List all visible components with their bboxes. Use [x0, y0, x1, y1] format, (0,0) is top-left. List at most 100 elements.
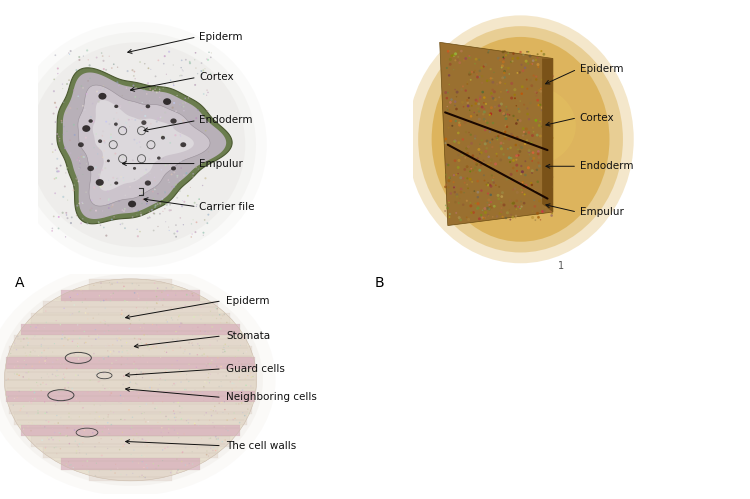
- Point: [96, 177, 108, 185]
- Point: [114, 446, 126, 454]
- Point: [71, 290, 83, 298]
- Point: [523, 129, 535, 137]
- Point: [51, 372, 63, 380]
- Point: [190, 228, 202, 236]
- Point: [212, 354, 224, 362]
- Point: [235, 341, 247, 349]
- Point: [486, 143, 498, 151]
- Point: [138, 464, 150, 472]
- Point: [163, 223, 175, 231]
- Point: [164, 140, 176, 148]
- Point: [166, 382, 178, 390]
- Point: [457, 174, 469, 182]
- Point: [128, 289, 140, 297]
- Point: [198, 411, 210, 419]
- Point: [545, 67, 557, 75]
- Point: [95, 452, 107, 460]
- Point: [162, 176, 174, 184]
- Point: [201, 55, 213, 63]
- Point: [484, 110, 496, 118]
- Point: [116, 92, 128, 100]
- Point: [217, 342, 229, 350]
- Point: [62, 387, 74, 395]
- Bar: [89, 279, 172, 290]
- Point: [483, 153, 495, 161]
- Point: [542, 92, 554, 100]
- Point: [537, 91, 549, 99]
- Point: [478, 99, 490, 107]
- Point: [196, 389, 208, 397]
- Point: [154, 375, 166, 383]
- Point: [155, 429, 167, 437]
- Point: [457, 82, 469, 90]
- Point: [215, 382, 227, 390]
- Point: [515, 61, 527, 69]
- Point: [207, 407, 219, 415]
- Point: [77, 439, 89, 447]
- Point: [118, 205, 130, 213]
- Point: [157, 446, 169, 454]
- Point: [54, 430, 66, 438]
- Point: [76, 153, 88, 161]
- Point: [116, 428, 128, 436]
- Point: [450, 171, 462, 179]
- Point: [176, 458, 188, 466]
- Point: [481, 144, 493, 152]
- Point: [184, 116, 196, 124]
- Point: [202, 452, 214, 460]
- Point: [443, 47, 455, 55]
- Point: [100, 295, 112, 303]
- Point: [102, 413, 114, 421]
- Point: [39, 446, 51, 454]
- Point: [481, 181, 493, 189]
- Point: [86, 205, 98, 213]
- Point: [58, 422, 70, 430]
- Point: [245, 355, 257, 363]
- Point: [476, 149, 488, 157]
- Point: [460, 87, 472, 95]
- Point: [52, 69, 64, 77]
- Point: [103, 425, 115, 433]
- Point: [48, 213, 60, 221]
- Point: [58, 304, 70, 312]
- Point: [14, 406, 26, 414]
- Point: [159, 81, 171, 89]
- Point: [125, 351, 137, 359]
- Point: [183, 141, 195, 149]
- Point: [448, 184, 460, 192]
- Point: [215, 362, 227, 370]
- Point: [49, 398, 61, 406]
- Point: [74, 440, 86, 448]
- Point: [205, 406, 217, 414]
- Point: [483, 196, 495, 204]
- Point: [174, 131, 186, 139]
- Point: [148, 305, 160, 313]
- Point: [72, 371, 84, 379]
- Point: [128, 206, 140, 214]
- Point: [28, 334, 40, 342]
- Point: [177, 67, 189, 75]
- Point: [165, 304, 177, 312]
- Point: [239, 375, 251, 383]
- Point: [545, 120, 557, 128]
- Point: [89, 415, 101, 423]
- Point: [474, 93, 486, 101]
- Point: [517, 67, 529, 75]
- Point: [230, 383, 242, 391]
- Point: [494, 79, 506, 87]
- Point: [40, 380, 53, 388]
- Point: [512, 146, 524, 154]
- Point: [509, 94, 521, 102]
- Point: [62, 398, 74, 406]
- Point: [176, 404, 188, 412]
- Point: [88, 350, 100, 358]
- Point: [514, 205, 526, 213]
- Point: [106, 400, 118, 408]
- Point: [466, 152, 478, 160]
- Point: [168, 398, 180, 406]
- Point: [466, 166, 478, 174]
- Point: [501, 106, 513, 114]
- Point: [50, 316, 62, 324]
- Point: [59, 233, 71, 241]
- Point: [495, 199, 507, 207]
